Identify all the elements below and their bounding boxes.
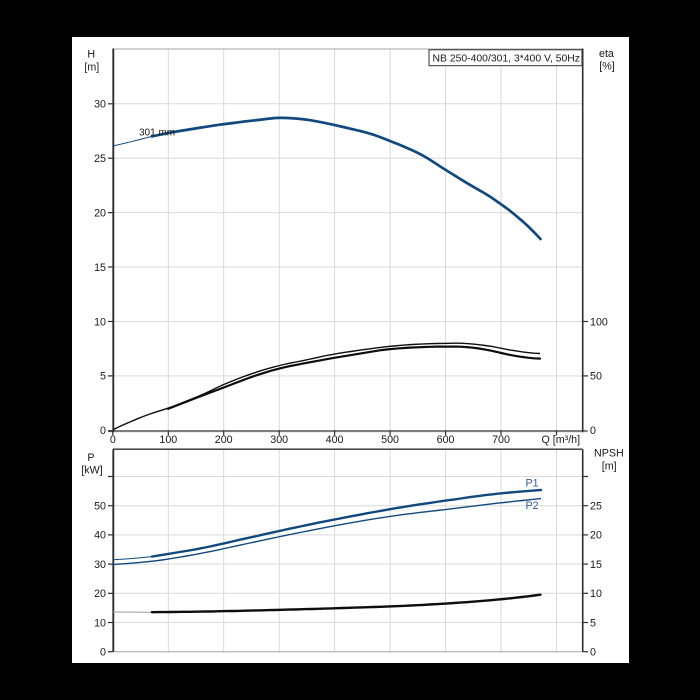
svg-text:20: 20 — [590, 530, 602, 542]
svg-text:50: 50 — [590, 371, 602, 383]
svg-text:0: 0 — [100, 425, 106, 437]
svg-text:200: 200 — [215, 434, 233, 446]
svg-text:700: 700 — [492, 434, 510, 446]
svg-text:50: 50 — [94, 501, 106, 513]
svg-text:[kW]: [kW] — [81, 465, 102, 477]
svg-text:500: 500 — [381, 434, 399, 446]
svg-text:0: 0 — [100, 647, 106, 659]
svg-text:10: 10 — [590, 588, 602, 600]
svg-text:eta: eta — [599, 48, 614, 60]
svg-text:25: 25 — [590, 501, 602, 513]
svg-text:600: 600 — [437, 434, 455, 446]
svg-text:20: 20 — [94, 588, 106, 600]
svg-text:30: 30 — [94, 99, 106, 111]
svg-text:15: 15 — [94, 262, 106, 274]
svg-text:10: 10 — [94, 617, 106, 629]
svg-text:0: 0 — [590, 647, 596, 659]
svg-text:NB 250-400/301, 3*400 V, 50Hz: NB 250-400/301, 3*400 V, 50Hz — [433, 54, 581, 65]
svg-text:P1: P1 — [526, 478, 539, 490]
svg-text:300: 300 — [270, 434, 288, 446]
svg-text:0: 0 — [590, 425, 596, 437]
svg-text:[%]: [%] — [599, 61, 614, 73]
svg-text:100: 100 — [590, 316, 608, 328]
svg-text:5: 5 — [100, 371, 106, 383]
svg-text:[m]: [m] — [84, 61, 99, 73]
svg-text:10: 10 — [94, 316, 106, 328]
svg-text:40: 40 — [94, 530, 106, 542]
svg-text:400: 400 — [326, 434, 344, 446]
svg-text:[m]: [m] — [602, 461, 617, 473]
svg-text:5: 5 — [590, 617, 596, 629]
svg-text:H: H — [87, 49, 95, 61]
svg-text:301 mm: 301 mm — [139, 128, 175, 139]
svg-text:NPSH: NPSH — [594, 448, 624, 460]
svg-text:20: 20 — [94, 207, 106, 219]
svg-text:Q [m³/h]: Q [m³/h] — [542, 434, 581, 446]
svg-text:P: P — [87, 452, 94, 464]
svg-text:15: 15 — [590, 559, 602, 571]
svg-text:30: 30 — [94, 559, 106, 571]
svg-text:P2: P2 — [526, 500, 539, 512]
svg-text:100: 100 — [159, 434, 177, 446]
svg-text:25: 25 — [94, 153, 106, 165]
svg-text:0: 0 — [110, 434, 116, 446]
